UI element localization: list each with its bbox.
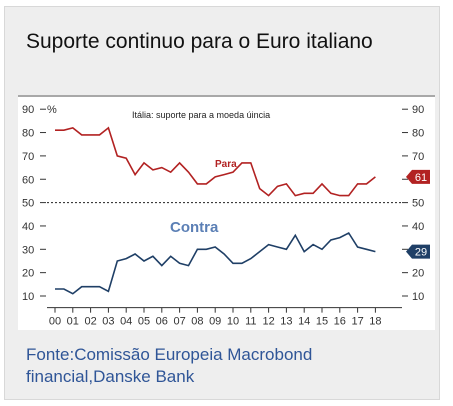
x-tick-label-11: 11 <box>245 316 256 328</box>
x-tick-label-16: 16 <box>334 316 346 328</box>
y-tick-label-left-20: 20 <box>22 268 34 280</box>
y-tick-label-left-50: 50 <box>22 198 34 210</box>
y-tick-label-left-30: 30 <box>22 244 34 256</box>
x-tick-label-07: 07 <box>173 316 185 328</box>
y-tick-label-left-10: 10 <box>22 291 34 303</box>
series-line-para <box>55 126 376 197</box>
y-tick-label-right-80: 80 <box>412 128 424 140</box>
y-tick-label-right-90: 90 <box>412 104 424 116</box>
chart-subtitle: Itália: suporte para a moeda úincia <box>132 110 270 120</box>
x-tick-label-10: 10 <box>227 316 239 328</box>
y-tick-label-left-70: 70 <box>22 151 34 163</box>
series-label-contra: Contra <box>170 219 219 236</box>
y-tick-label-left-80: 80 <box>22 128 34 140</box>
y-tick-label-right-70: 70 <box>412 151 424 163</box>
end-value-label-contra: 29 <box>415 247 427 259</box>
y-unit-label: % <box>47 104 57 116</box>
series-label-para: Para <box>215 159 237 170</box>
source-line-1: Fonte:Comissão Europeia Macrobond <box>26 345 313 364</box>
x-tick-label-01: 01 <box>67 316 79 328</box>
chart-title: Suporte continuo para o Euro italiano <box>26 30 373 53</box>
x-tick-label-12: 12 <box>262 316 274 328</box>
x-tick-label-09: 09 <box>209 316 221 328</box>
end-value-badge-contra <box>406 244 430 259</box>
x-tick-label-04: 04 <box>120 316 132 328</box>
y-tick-label-right-40: 40 <box>412 221 424 233</box>
x-tick-label-14: 14 <box>298 316 310 328</box>
plot-background <box>18 96 435 330</box>
source-line-2: financial,Danske Bank <box>26 367 195 386</box>
x-tick-label-00: 00 <box>49 316 61 328</box>
end-value-badge-para <box>406 169 430 184</box>
x-tick-label-06: 06 <box>156 316 168 328</box>
series-line-contra <box>55 231 376 295</box>
x-tick-label-03: 03 <box>102 316 114 328</box>
y-tick-label-left-60: 60 <box>22 174 34 186</box>
y-tick-label-right-20: 20 <box>412 268 424 280</box>
y-tick-label-left-90: 90 <box>22 104 34 116</box>
x-tick-label-02: 02 <box>84 316 96 328</box>
y-tick-label-right-10: 10 <box>412 291 424 303</box>
x-tick-label-17: 17 <box>351 316 363 328</box>
x-tick-label-15: 15 <box>316 316 328 328</box>
y-tick-label-left-40: 40 <box>22 221 34 233</box>
x-tick-label-18: 18 <box>369 316 381 328</box>
source-note: Fonte:Comissão Europeia Macrobond financ… <box>26 344 312 388</box>
y-tick-label-right-50: 50 <box>412 198 424 210</box>
x-tick-label-13: 13 <box>280 316 292 328</box>
end-value-label-para: 61 <box>415 172 427 184</box>
x-tick-label-08: 08 <box>191 316 203 328</box>
x-tick-label-05: 05 <box>138 316 150 328</box>
